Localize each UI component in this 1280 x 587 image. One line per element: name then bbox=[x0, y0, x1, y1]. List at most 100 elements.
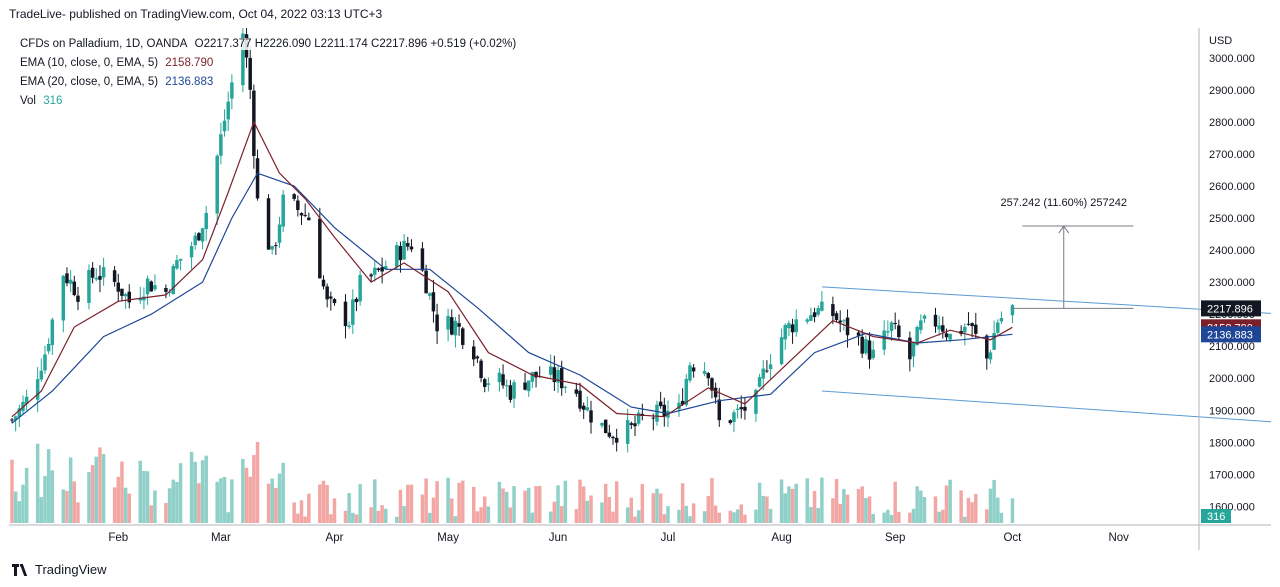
candle-body bbox=[446, 315, 450, 330]
volume-bar bbox=[633, 516, 637, 523]
legend-c-label: C bbox=[371, 38, 380, 50]
candle-body bbox=[911, 343, 916, 357]
volume-bar bbox=[274, 487, 278, 523]
footer-brand[interactable]: TradingView bbox=[12, 562, 107, 577]
price-chart[interactable]: 257.242 (11.60%) 257242 USD 1600.000 1700.… bbox=[9, 28, 1271, 550]
volume-bar bbox=[17, 501, 22, 523]
volume-bar bbox=[475, 511, 480, 523]
volume-bar bbox=[369, 507, 373, 523]
candle-body bbox=[893, 323, 897, 325]
volume-bar bbox=[937, 511, 941, 523]
candle-body bbox=[219, 134, 223, 156]
volume-bar bbox=[171, 479, 175, 523]
candle-body bbox=[783, 324, 787, 340]
volume-bar bbox=[629, 497, 634, 523]
y-tick-label: 2900.000 bbox=[1209, 85, 1255, 97]
volume-bar bbox=[101, 454, 106, 523]
volume-bar bbox=[68, 457, 73, 523]
volume-bar bbox=[867, 496, 872, 523]
volume-bar bbox=[948, 479, 952, 523]
chart-legend: CFDs on Palladium, 1D, OANDA O2217.377 H… bbox=[18, 35, 519, 111]
volume-bar bbox=[453, 516, 458, 523]
candle-body bbox=[167, 291, 172, 293]
volume-bar bbox=[933, 496, 938, 523]
volume-bar bbox=[424, 478, 428, 523]
volume-bar bbox=[395, 516, 399, 523]
candle-body bbox=[274, 245, 278, 247]
channel-lower-line bbox=[821, 390, 1271, 423]
volume-bar bbox=[332, 498, 337, 523]
volume-bar bbox=[178, 463, 183, 523]
candle-body bbox=[563, 386, 568, 388]
volume-bar bbox=[35, 443, 40, 523]
candle-body bbox=[61, 275, 66, 321]
candle-body bbox=[556, 369, 560, 383]
x-tick-label: Oct bbox=[1003, 532, 1022, 544]
candle-body bbox=[812, 312, 817, 318]
y-tick-label: 1800.000 bbox=[1209, 437, 1255, 449]
candle-body bbox=[739, 407, 744, 410]
x-tick-label: Nov bbox=[1108, 532, 1129, 544]
volume-bar bbox=[680, 483, 685, 523]
candle-body bbox=[988, 352, 993, 360]
volume-bar bbox=[688, 516, 692, 523]
volume-bar bbox=[76, 502, 80, 523]
volume-bar bbox=[39, 497, 44, 523]
volume-bar bbox=[691, 503, 696, 523]
candle-body bbox=[127, 291, 132, 303]
volume-bar bbox=[373, 479, 377, 523]
volume-bar bbox=[145, 471, 150, 523]
volume-bar bbox=[735, 509, 740, 523]
candle-body bbox=[603, 419, 608, 434]
volume-bar bbox=[882, 512, 886, 523]
legend-low: 2211.174 bbox=[320, 38, 368, 50]
tradingview-logo-icon bbox=[12, 563, 30, 576]
candle-body bbox=[402, 240, 406, 260]
volume-bar bbox=[380, 505, 384, 523]
candle-body bbox=[406, 243, 410, 247]
volume-bar bbox=[992, 479, 996, 523]
legend-ema20-value: 2136.883 bbox=[163, 76, 216, 88]
volume-bar bbox=[142, 470, 146, 523]
candle-body bbox=[204, 212, 208, 230]
ema20-line bbox=[11, 172, 1013, 424]
candle-body bbox=[65, 273, 69, 284]
volume-bar bbox=[446, 477, 450, 523]
candle-body bbox=[512, 382, 516, 399]
candle-body bbox=[68, 279, 73, 284]
footer-brand-label: TradingView bbox=[35, 562, 107, 577]
x-tick-label: Aug bbox=[771, 532, 791, 544]
volume-bar bbox=[966, 497, 971, 523]
candle-body bbox=[292, 194, 296, 199]
volume-bar bbox=[127, 493, 132, 523]
volume-bar bbox=[838, 503, 842, 523]
legend-ema20-label: EMA (20, close, 0, EMA, 5) bbox=[18, 76, 161, 88]
candle-body bbox=[589, 410, 593, 423]
candle-body bbox=[937, 325, 941, 330]
candle-body bbox=[655, 404, 659, 422]
volume-bar bbox=[640, 483, 645, 523]
volume-bar bbox=[864, 498, 868, 523]
volume-bar bbox=[479, 507, 483, 523]
candle-body bbox=[820, 301, 824, 311]
x-tick-label: Apr bbox=[326, 532, 344, 544]
candle-body bbox=[138, 298, 143, 301]
volume-bar bbox=[600, 502, 604, 523]
last-price-label: 2217.896 bbox=[1207, 303, 1253, 315]
candle-body bbox=[834, 313, 839, 321]
candle-body bbox=[504, 385, 509, 387]
candle-body bbox=[398, 246, 403, 261]
candles bbox=[10, 28, 1015, 453]
candle-body bbox=[530, 372, 535, 382]
volume-bar bbox=[299, 500, 304, 523]
volume-bar bbox=[90, 465, 95, 523]
volume-bar bbox=[886, 509, 890, 523]
candle-body bbox=[809, 315, 813, 321]
candle-body bbox=[120, 288, 124, 296]
volume-bar bbox=[996, 497, 1000, 523]
candle-body bbox=[889, 322, 894, 332]
candle-body bbox=[677, 402, 681, 410]
volume-bar bbox=[255, 441, 260, 523]
candle-body bbox=[24, 396, 29, 405]
candle-body bbox=[831, 304, 835, 316]
